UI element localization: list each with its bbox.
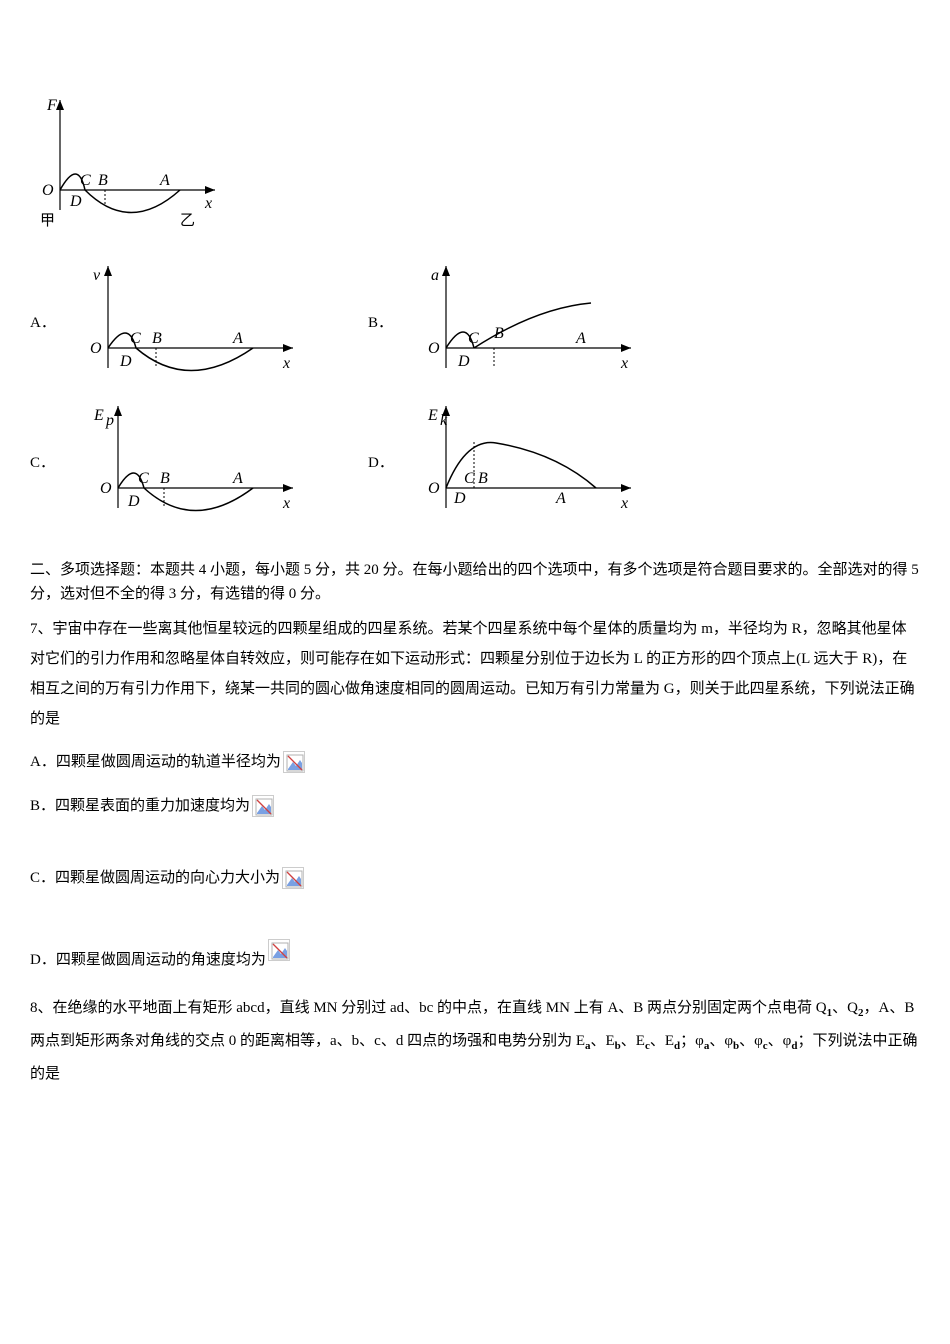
q7-option-b: B．四颗星表面的重力加速度均为 bbox=[30, 794, 920, 818]
q7-option-c-text: C．四颗星做圆周运动的向心力大小为 bbox=[30, 866, 280, 890]
svg-text:O: O bbox=[90, 340, 102, 357]
q8-p6: 、E bbox=[650, 1033, 674, 1049]
svg-text:E: E bbox=[427, 407, 438, 424]
svg-text:A: A bbox=[232, 470, 243, 487]
graph-c: Ep O C B A D x bbox=[78, 398, 308, 528]
q8-p9: 、φ bbox=[739, 1033, 763, 1049]
section-2-title: 二、多项选择题：本题共 4 小题，每小题 5 分，共 20 分。在每小题给出的四… bbox=[30, 558, 920, 606]
top-right-han: 乙 bbox=[180, 213, 195, 229]
q7-option-a: A．四颗星做圆周运动的轨道半径均为 bbox=[30, 750, 920, 774]
q8-p7: ；φ bbox=[680, 1033, 704, 1049]
q8-p8: 、φ bbox=[709, 1033, 733, 1049]
option-c-label: C． bbox=[30, 451, 58, 475]
top-figure-row: F O C B A x D 甲 乙 bbox=[30, 90, 920, 248]
svg-text:O: O bbox=[428, 340, 440, 357]
top-pt-a: A bbox=[159, 172, 170, 189]
svg-text:x: x bbox=[620, 495, 628, 512]
top-y-label: F bbox=[46, 97, 57, 114]
top-origin: O bbox=[42, 182, 54, 199]
svg-text:x: x bbox=[282, 495, 290, 512]
broken-image-icon bbox=[268, 939, 290, 961]
svg-text:D: D bbox=[457, 353, 470, 370]
broken-image-icon bbox=[252, 795, 274, 817]
svg-text:O: O bbox=[100, 480, 112, 497]
svg-text:x: x bbox=[620, 355, 628, 372]
option-row-cd: C． Ep O C B A D x D． Ek O bbox=[30, 398, 920, 528]
broken-image-icon bbox=[283, 751, 305, 773]
q7-option-c: C．四颗星做圆周运动的向心力大小为 bbox=[30, 838, 920, 918]
svg-text:A: A bbox=[555, 490, 566, 507]
q8-p4: 、E bbox=[590, 1033, 614, 1049]
svg-text:B: B bbox=[494, 325, 504, 342]
option-row-ab: A． v O C B A D x B． a O bbox=[30, 258, 920, 388]
q8-p2: 、Q bbox=[832, 1000, 858, 1016]
svg-text:a: a bbox=[431, 267, 439, 284]
svg-text:k: k bbox=[440, 412, 448, 429]
option-a-label: A． bbox=[30, 311, 58, 335]
graph-a: v O C B A D x bbox=[78, 258, 308, 388]
q8-p5: 、E bbox=[621, 1033, 645, 1049]
svg-text:B: B bbox=[152, 330, 162, 347]
svg-text:D: D bbox=[119, 353, 132, 370]
q7-stem: 7、宇宙中存在一些离其他恒星较远的四颗星组成的四星系统。若某个四星系统中每个星体… bbox=[30, 614, 920, 734]
svg-text:x: x bbox=[282, 355, 290, 372]
svg-text:v: v bbox=[93, 267, 101, 284]
q7-option-a-text: A．四颗星做圆周运动的轨道半径均为 bbox=[30, 750, 281, 774]
top-pt-c: C bbox=[80, 172, 91, 189]
top-pt-d: D bbox=[69, 193, 82, 210]
svg-text:C: C bbox=[464, 470, 475, 487]
graph-top: F O C B A x D 甲 乙 bbox=[30, 90, 230, 248]
q7-option-d-text: D．四颗星做圆周运动的角速度均为 bbox=[30, 948, 266, 972]
svg-text:D: D bbox=[453, 490, 466, 507]
svg-text:C: C bbox=[138, 470, 149, 487]
top-x-label: x bbox=[204, 195, 212, 212]
q7-option-d: D．四颗星做圆周运动的角速度均为 bbox=[30, 948, 920, 972]
graph-b: a O C B A D x bbox=[416, 258, 646, 388]
svg-text:p: p bbox=[105, 412, 114, 429]
graph-d: Ek O C B A D x bbox=[416, 398, 646, 528]
top-pt-b: B bbox=[98, 172, 108, 189]
top-left-han: 甲 bbox=[40, 213, 55, 229]
svg-text:A: A bbox=[232, 330, 243, 347]
q7-option-b-text: B．四颗星表面的重力加速度均为 bbox=[30, 794, 250, 818]
q8-p1: 8、在绝缘的水平地面上有矩形 abcd，直线 MN 分别过 ad、bc 的中点，… bbox=[30, 1000, 827, 1016]
svg-text:E: E bbox=[93, 407, 104, 424]
svg-text:D: D bbox=[127, 493, 140, 510]
q8-stem: 8、在绝缘的水平地面上有矩形 abcd，直线 MN 分别过 ad、bc 的中点，… bbox=[30, 992, 920, 1091]
svg-text:O: O bbox=[428, 480, 440, 497]
q8-p10: 、φ bbox=[768, 1033, 792, 1049]
svg-text:A: A bbox=[575, 330, 586, 347]
option-d-label: D． bbox=[368, 451, 396, 475]
svg-text:B: B bbox=[478, 470, 488, 487]
svg-text:C: C bbox=[468, 330, 479, 347]
option-b-label: B． bbox=[368, 311, 396, 335]
svg-text:B: B bbox=[160, 470, 170, 487]
svg-text:C: C bbox=[130, 330, 141, 347]
